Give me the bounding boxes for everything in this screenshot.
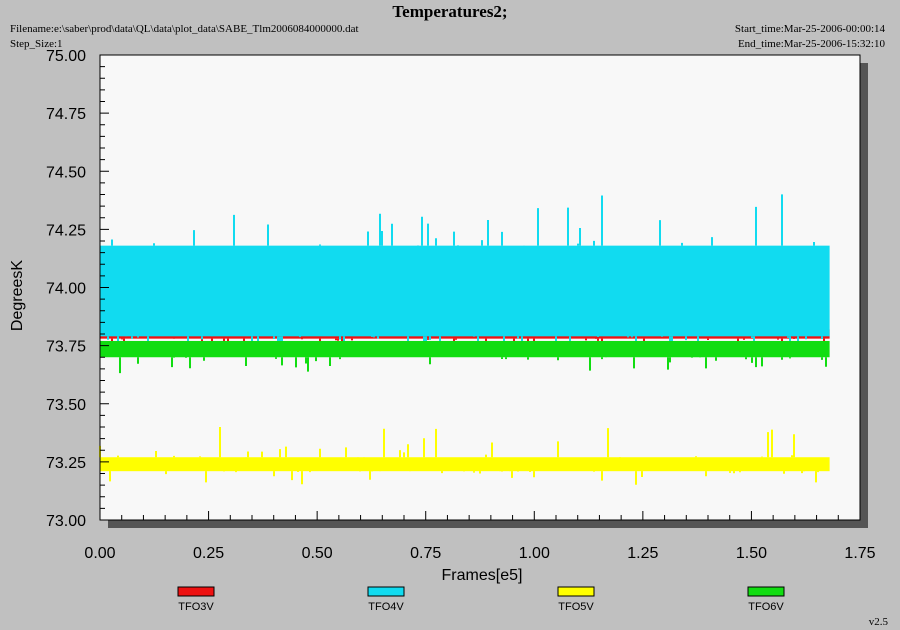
legend-label-tfo6v: TFO6V xyxy=(748,601,784,613)
end-time-label: End_time:Mar-25-2006-15:32:10 xyxy=(737,38,885,50)
y-tick-label: 73.75 xyxy=(46,339,86,356)
x-tick-label: 0.75 xyxy=(410,545,441,562)
legend-swatch-tfo5v xyxy=(557,586,595,597)
x-tick-label: 1.50 xyxy=(736,545,767,562)
legend-label-tfo3v: TFO3V xyxy=(178,601,214,613)
legend-swatch-tfo3v xyxy=(177,586,215,597)
series-band-tfo4v xyxy=(100,245,830,337)
y-tick-label: 73.00 xyxy=(46,513,86,530)
y-tick-label: 73.50 xyxy=(46,397,86,414)
legend-label-tfo4v: TFO4V xyxy=(368,601,404,613)
series-tfo6v xyxy=(100,340,830,374)
legend-swatch-tfo4v xyxy=(367,586,405,597)
series-band-tfo5v xyxy=(100,457,830,472)
start-time-label: Start_time:Mar-25-2006-00:00:14 xyxy=(734,23,885,35)
series-band-tfo6v xyxy=(100,340,830,358)
y-tick-label: 74.00 xyxy=(46,281,86,298)
filename-label: Filename:e:\saber\prod\data\QL\data\plot… xyxy=(10,23,359,35)
chart-title: Temperatures2; xyxy=(392,2,508,21)
x-tick-label: 1.75 xyxy=(844,545,875,562)
x-axis-label: Frames[e5] xyxy=(442,567,523,584)
x-tick-label: 0.00 xyxy=(84,545,115,562)
y-tick-label: 75.00 xyxy=(46,48,86,65)
x-tick-label: 0.25 xyxy=(193,545,224,562)
y-tick-label: 74.50 xyxy=(46,164,86,181)
x-tick-label: 0.50 xyxy=(302,545,333,562)
y-tick-label: 74.75 xyxy=(46,106,86,123)
step-size-label: Step_Size:1 xyxy=(10,38,63,50)
y-tick-label: 74.25 xyxy=(46,222,86,239)
series-spikes-tfo6v xyxy=(119,357,827,374)
legend-label-tfo5v: TFO5V xyxy=(558,601,594,613)
legend-swatch-tfo6v xyxy=(747,586,785,597)
version-label: v2.5 xyxy=(868,616,888,628)
x-tick-label: 1.00 xyxy=(519,545,550,562)
y-axis-label: DegreesK xyxy=(9,260,26,331)
y-tick-label: 73.25 xyxy=(46,455,86,472)
x-tick-label: 1.25 xyxy=(627,545,658,562)
